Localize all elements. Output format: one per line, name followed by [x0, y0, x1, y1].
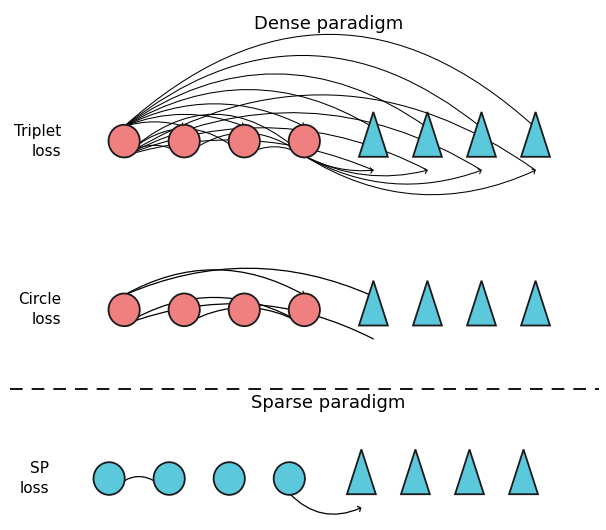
Ellipse shape [274, 462, 305, 495]
Ellipse shape [93, 462, 125, 495]
Polygon shape [467, 281, 496, 325]
Ellipse shape [288, 125, 320, 157]
Polygon shape [467, 112, 496, 157]
Polygon shape [347, 449, 376, 494]
Text: Triplet
loss: Triplet loss [14, 123, 61, 158]
Text: SP
loss: SP loss [19, 461, 49, 496]
Polygon shape [455, 449, 484, 494]
Polygon shape [521, 281, 550, 325]
Ellipse shape [214, 462, 245, 495]
Polygon shape [359, 112, 388, 157]
Ellipse shape [228, 125, 260, 157]
Polygon shape [401, 449, 430, 494]
Text: Sparse paradigm: Sparse paradigm [251, 394, 405, 412]
Ellipse shape [153, 462, 185, 495]
Ellipse shape [108, 294, 140, 326]
Polygon shape [509, 449, 538, 494]
Ellipse shape [168, 125, 200, 157]
Polygon shape [359, 281, 388, 325]
Polygon shape [413, 281, 442, 325]
Ellipse shape [108, 125, 140, 157]
Text: Circle
loss: Circle loss [18, 293, 61, 327]
Text: Dense paradigm: Dense paradigm [254, 14, 403, 32]
Ellipse shape [288, 294, 320, 326]
Ellipse shape [168, 294, 200, 326]
Polygon shape [521, 112, 550, 157]
Polygon shape [413, 112, 442, 157]
Ellipse shape [228, 294, 260, 326]
